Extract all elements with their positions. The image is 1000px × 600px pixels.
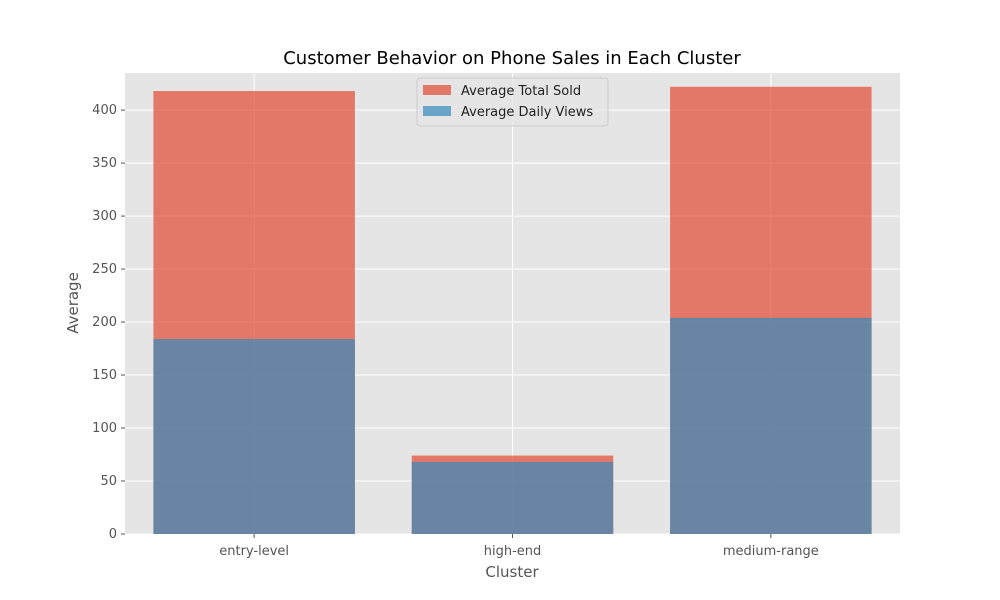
y-tick-label: 0 <box>109 527 117 542</box>
x-tick-label: entry-level <box>219 544 289 559</box>
axes-layer: 0 50 100 150 200 250 300 350 400 entry-level high-… <box>92 103 819 559</box>
x-tick-label: high-end <box>484 544 542 559</box>
y-axis-label: Average <box>64 272 82 334</box>
y-tick-label: 50 <box>100 474 117 489</box>
chart-title: Customer Behavior on Phone Sales in Each… <box>283 48 741 69</box>
legend-label: Average Daily Views <box>461 105 593 120</box>
y-tick-label: 300 <box>92 209 117 224</box>
y-tick-label: 350 <box>92 156 117 171</box>
legend: Average Total Sold Average Daily Views <box>416 77 609 127</box>
bar-average-daily-views <box>153 339 355 534</box>
y-tick-label: 250 <box>92 262 117 277</box>
x-axis-label: Cluster <box>485 563 539 581</box>
y-tick-label: 200 <box>92 315 117 330</box>
bar-average-daily-views <box>670 317 872 534</box>
bars-layer <box>153 86 872 535</box>
y-tick-label: 150 <box>92 368 117 383</box>
legend-box <box>416 77 609 127</box>
y-tick-label: 100 <box>92 421 117 436</box>
legend-label: Average Total Sold <box>461 84 581 99</box>
legend-swatch <box>423 106 451 116</box>
y-tick-label: 400 <box>92 103 117 118</box>
x-tick-label: medium-range <box>723 544 819 559</box>
legend-swatch <box>423 85 451 95</box>
bar-average-daily-views <box>411 461 614 534</box>
